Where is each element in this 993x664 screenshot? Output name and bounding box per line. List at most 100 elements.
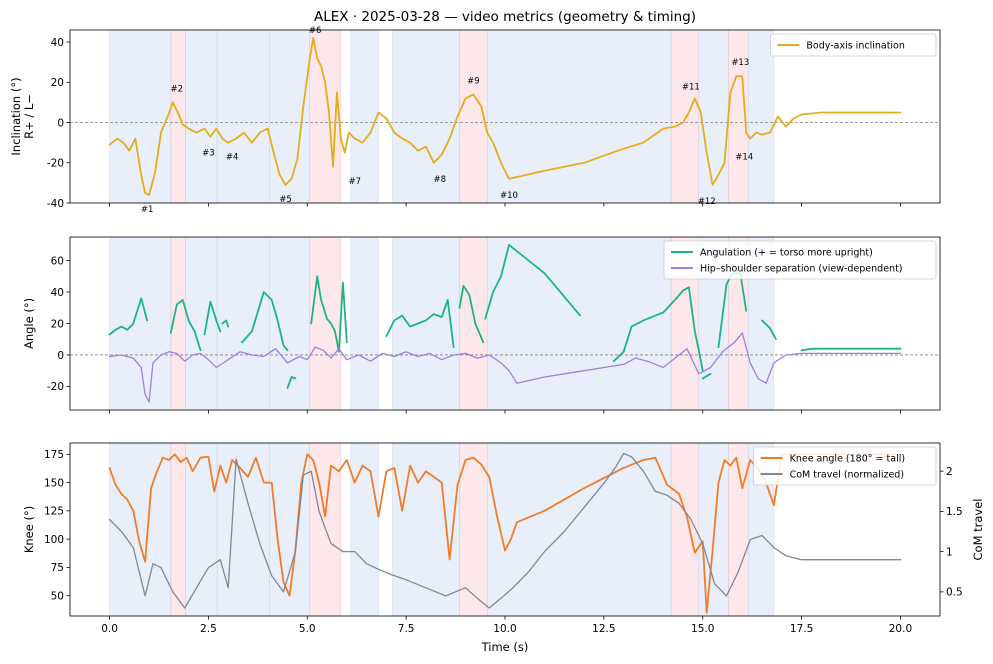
x-axis-label: Time (s) xyxy=(481,640,529,654)
series-line-angulation-torso-more-upright xyxy=(203,300,222,336)
series-line-angulation-torso-more-upright xyxy=(221,319,230,328)
series-line-knee-angle-180-tall xyxy=(108,453,902,614)
y-right-tick-label: 0.5 xyxy=(946,587,963,599)
event-band-blue xyxy=(486,236,672,411)
legend-entry: Knee angle (180° = tall) xyxy=(790,454,905,465)
legend: Body-axis inclination xyxy=(770,33,937,57)
series-line-angulation-torso-more-upright xyxy=(701,372,712,380)
x-tick-label: 20.0 xyxy=(889,623,912,635)
series-line-angulation-torso-more-upright xyxy=(385,299,455,348)
event-label: #8 xyxy=(433,175,446,185)
x-tick-label: 7.5 xyxy=(398,623,415,635)
event-band-blue xyxy=(185,442,218,617)
y-axis-right: 2 1.5 1 0.5 xyxy=(940,466,963,599)
event-band-blue xyxy=(350,236,379,411)
series-line-hip-shoulder-separation-view-dependent xyxy=(108,332,902,403)
event-band-red xyxy=(459,236,488,411)
series-line-angulation-torso-more-upright xyxy=(241,291,289,352)
series-line-angulation-torso-more-upright xyxy=(484,244,581,320)
event-label: #12 xyxy=(698,197,716,207)
figure-title: ALEX · 2025-03-28 — video metrics (geome… xyxy=(314,9,696,25)
event-label: #6 xyxy=(309,26,322,36)
panel-bottom: 175 150 125 100 75 50 Knee (°) 2 1.5 1 0.5 CoM trav… xyxy=(22,442,985,654)
event-band-red xyxy=(459,29,488,204)
legend-box xyxy=(753,446,937,486)
event-label: #10 xyxy=(500,191,518,201)
x-axis xyxy=(109,203,901,207)
event-band-blue xyxy=(216,442,270,617)
event-band-blue xyxy=(350,442,379,617)
event-label: #7 xyxy=(348,177,361,187)
x-tick-label: 15.0 xyxy=(691,623,714,635)
legend-entry: Hip–shoulder separation (view-dependent) xyxy=(700,264,903,275)
y-tick-label: 175 xyxy=(44,449,64,461)
series-line-com-travel-normalized xyxy=(108,452,902,609)
x-tick-label: 0.0 xyxy=(101,623,118,635)
legend: Knee angle (180° = tall) CoM travel (norm… xyxy=(753,446,937,486)
y-tick-label: 125 xyxy=(44,506,64,518)
panel-middle: 60 40 20 0 -20 Angle (°) Angulation (+ = torso… xyxy=(22,236,941,414)
event-band-blue xyxy=(185,29,218,204)
event-band-red xyxy=(459,442,488,617)
series-line-angulation-torso-more-upright xyxy=(800,347,902,352)
y-tick-label: 40 xyxy=(51,37,64,49)
event-band-blue xyxy=(216,236,270,411)
y-right-tick-label: 2 xyxy=(946,466,953,478)
series-line-angulation-torso-more-upright xyxy=(286,376,297,389)
y-tick-label: 0 xyxy=(57,117,64,129)
event-label: #9 xyxy=(467,76,480,86)
x-tick-label: 5.0 xyxy=(299,623,316,635)
y-tick-label: -40 xyxy=(47,198,64,210)
y-tick-label: 150 xyxy=(44,477,64,489)
y-axis-label: Knee (°) xyxy=(22,506,36,553)
y-tick-label: 75 xyxy=(51,562,64,574)
event-band-blue xyxy=(486,442,672,617)
event-band-red xyxy=(670,442,700,617)
series-line-angulation-torso-more-upright xyxy=(169,299,202,352)
y-tick-label: -20 xyxy=(47,381,64,393)
series-group xyxy=(108,37,902,196)
legend-entry: CoM travel (normalized) xyxy=(790,470,904,481)
legend-entry: Angulation (+ = torso more upright) xyxy=(700,248,873,259)
y-right-axis-label: CoM travel xyxy=(971,498,985,560)
event-label: #13 xyxy=(731,58,749,68)
y-tick-label: 0 xyxy=(57,350,64,362)
y-tick-label: 60 xyxy=(51,255,64,267)
series-line-angulation-torso-more-upright xyxy=(458,284,485,344)
event-band-blue xyxy=(216,29,270,204)
x-tick-label: 17.5 xyxy=(790,623,813,635)
event-band-blue xyxy=(392,29,460,204)
y-axis-label: Inclination (°) xyxy=(9,77,23,155)
event-band-blue xyxy=(747,29,775,204)
series-line-angulation-torso-more-upright xyxy=(612,286,704,372)
event-band-blue xyxy=(698,29,729,204)
y-axis-left: 60 40 20 0 -20 xyxy=(47,255,70,393)
event-band-blue xyxy=(350,29,379,204)
x-axis: 0.0 2.5 5.0 7.5 10.0 12.5 15.0 17.5 20.0 xyxy=(101,616,912,635)
y-right-tick-label: 1.5 xyxy=(946,506,963,518)
event-band-red xyxy=(309,236,342,411)
y-tick-label: 20 xyxy=(51,318,64,330)
event-band-red xyxy=(309,442,342,617)
x-tick-label: 12.5 xyxy=(592,623,615,635)
y-axis-left: 175 150 125 100 75 50 xyxy=(44,449,70,602)
y-axis-label: Angle (°) xyxy=(22,298,36,349)
event-band-blue xyxy=(392,442,460,617)
x-tick-label: 2.5 xyxy=(200,623,217,635)
event-band-blue xyxy=(109,236,172,411)
y-tick-label: 40 xyxy=(51,287,64,299)
event-band-blue xyxy=(269,29,310,204)
legend-box xyxy=(663,240,937,280)
event-annotations: #1 #2 #3 #4 #5 #6 #7 #8 #9 #10 #11 #12 #13 #14 xyxy=(141,26,753,215)
panels: #1#2#3 #4#5#6#7 #8#9#10#11#12#13#1440200-2… xyxy=(9,26,985,654)
event-band-red xyxy=(670,29,700,204)
event-label: #5 xyxy=(279,195,292,205)
series-line-body-axis-inclination xyxy=(108,37,902,196)
series-line-angulation-torso-more-upright xyxy=(310,275,348,353)
series-line-angulation-torso-more-upright xyxy=(761,319,777,341)
y-tick-label: 100 xyxy=(44,534,64,546)
event-band-red xyxy=(170,29,186,204)
x-tick-label: 10.0 xyxy=(493,623,516,635)
